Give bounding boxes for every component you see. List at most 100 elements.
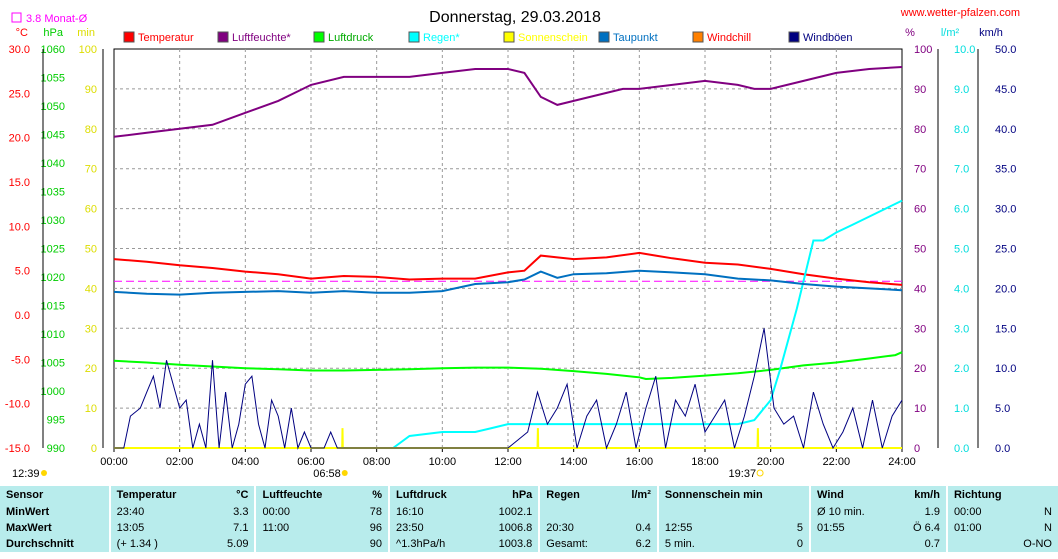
- axis-tick-right: 40.0: [995, 124, 1016, 136]
- axis-tick-left: 1020: [41, 272, 65, 284]
- dir-time: 00:00: [945, 504, 1003, 520]
- rain-time: 20:30: [538, 520, 614, 536]
- axis-tick-right: 10: [914, 403, 926, 415]
- axis-tick-left: 1045: [41, 130, 65, 142]
- row-label: MinWert: [0, 504, 109, 520]
- legend-label: Windchill: [707, 32, 751, 44]
- hdr-rain: Regen: [538, 486, 614, 504]
- x-tick-label: 12:00: [494, 456, 522, 468]
- hdr-temp-unit: °C: [208, 486, 255, 504]
- axis-tick-left: -10.0: [5, 399, 30, 411]
- axis-tick-left: 1050: [41, 101, 65, 113]
- axis-tick-left: 1025: [41, 244, 65, 256]
- sun-time: [656, 504, 765, 520]
- rain-val: 6.2: [613, 536, 657, 552]
- legend-swatch: [692, 31, 704, 43]
- axis-tick-left: 100: [79, 44, 97, 56]
- x-tick-label: 00:00: [100, 456, 128, 468]
- hdr-dir: Richtung: [945, 486, 1058, 504]
- x-tick-label: 22:00: [823, 456, 851, 468]
- series-line-windböen: [114, 328, 903, 450]
- hdr-temp: Temperatur: [108, 486, 209, 504]
- x-tick-label: 06:00: [297, 456, 325, 468]
- axis-tick-right: 4.0: [954, 283, 969, 295]
- axis-unit-right: km/h: [979, 27, 1003, 39]
- axis-tick-right: 20: [914, 363, 926, 375]
- axis-tick-left: 15.0: [9, 177, 30, 189]
- series-line-sonnenschein: [114, 428, 902, 449]
- stats-table: Sensor Temperatur °C Luftfeuchte % Luftd…: [0, 486, 1058, 552]
- stats-row-min: MinWert 23:40 3.3 00:00 78 16:10 1002.1 …: [0, 504, 1058, 520]
- x-tick-label: 02:00: [166, 456, 194, 468]
- axis-tick-left: -15.0: [5, 443, 30, 455]
- axis-tick-right: 30.0: [995, 204, 1016, 216]
- legend-label: Luftfeuchte*: [232, 32, 291, 44]
- legend-swatch: [788, 31, 800, 43]
- axis-tick-left: 5.0: [15, 266, 30, 278]
- axis-tick-left: 990: [47, 443, 65, 455]
- sunset-time: 19:37: [729, 468, 757, 480]
- x-tick-label: 20:00: [757, 456, 785, 468]
- weather-chart: Donnerstag, 29.03.2018 www.wetter-pfalzen…: [5, 7, 1020, 480]
- hum-time: [254, 536, 356, 552]
- axis-tick-left: 50: [85, 244, 97, 256]
- x-tick-label: 04:00: [232, 456, 260, 468]
- axis-tick-right: 35.0: [995, 164, 1016, 176]
- press-val: 1006.8: [476, 520, 539, 536]
- axis-tick-right: 10.0: [995, 363, 1016, 375]
- stats-row-max: MaxWert 13:05 7.1 11:00 96 23:50 1006.8 …: [0, 520, 1058, 536]
- axis-tick-right: 30: [914, 323, 926, 335]
- axis-tick-left: 1010: [41, 329, 65, 341]
- axis-tick-left: 80: [85, 124, 97, 136]
- axis-tick-right: 2.0: [954, 363, 969, 375]
- axis-unit-left: hPa: [43, 27, 63, 39]
- axis-tick-right: 50.0: [995, 44, 1016, 56]
- temp-val: 3.3: [208, 504, 255, 520]
- axis-tick-left: 10.0: [9, 221, 30, 233]
- wind-val: Ö 6.4: [892, 520, 946, 536]
- axis-tick-right: 25.0: [995, 244, 1016, 256]
- series-line-temperatur: [113, 251, 903, 286]
- series-line-luftdruck: [113, 351, 903, 381]
- x-tick-label: 08:00: [363, 456, 391, 468]
- press-time: 23:50: [388, 520, 477, 536]
- legend-swatch: [123, 31, 135, 43]
- hdr-rain-unit: l/m²: [613, 486, 657, 504]
- press-val: 1003.8: [476, 536, 539, 552]
- series-line-regen: [114, 199, 903, 449]
- axis-tick-left: 0.0: [15, 310, 30, 322]
- axis-tick-right: 10.0: [954, 44, 975, 56]
- press-time: 16:10: [388, 504, 477, 520]
- axis-tick-right: 0.0: [954, 443, 969, 455]
- axis-tick-right: 40: [914, 283, 926, 295]
- dir-time: [945, 536, 1003, 552]
- x-tick-label: 10:00: [429, 456, 457, 468]
- sun-val: 5: [764, 520, 810, 536]
- axis-tick-left: 1000: [41, 386, 65, 398]
- axis-unit-left: °C: [16, 27, 28, 39]
- chart-title: Donnerstag, 29.03.2018: [429, 9, 601, 26]
- axis-tick-left: 1005: [41, 358, 65, 370]
- hum-time: 00:00: [254, 504, 356, 520]
- axis-tick-left: 30: [85, 323, 97, 335]
- wind-val: 1.9: [892, 504, 946, 520]
- axis-tick-right: 0.0: [995, 443, 1010, 455]
- legend-label: Regen*: [423, 32, 460, 44]
- axis-tick-right: 20.0: [995, 283, 1016, 295]
- temp-val: 5.09: [208, 536, 255, 552]
- x-tick-label: 24:00: [888, 456, 916, 468]
- axis-tick-right: 50: [914, 244, 926, 256]
- x-tick-label: 14:00: [560, 456, 588, 468]
- sunset-icon: [756, 469, 764, 477]
- axis-tick-left: 30.0: [9, 44, 30, 56]
- moon-time: 12:39: [12, 468, 40, 480]
- dir-val: N: [1002, 504, 1058, 520]
- legend-label: Temperatur: [138, 32, 194, 44]
- axis-tick-left: 70: [85, 164, 97, 176]
- hdr-sensor: Sensor: [0, 486, 109, 504]
- press-val: 1002.1: [476, 504, 539, 520]
- axis-tick-right: 70: [914, 164, 926, 176]
- axis-tick-left: 1055: [41, 73, 65, 85]
- axis-tick-right: 80: [914, 124, 926, 136]
- hum-val: 96: [355, 520, 389, 536]
